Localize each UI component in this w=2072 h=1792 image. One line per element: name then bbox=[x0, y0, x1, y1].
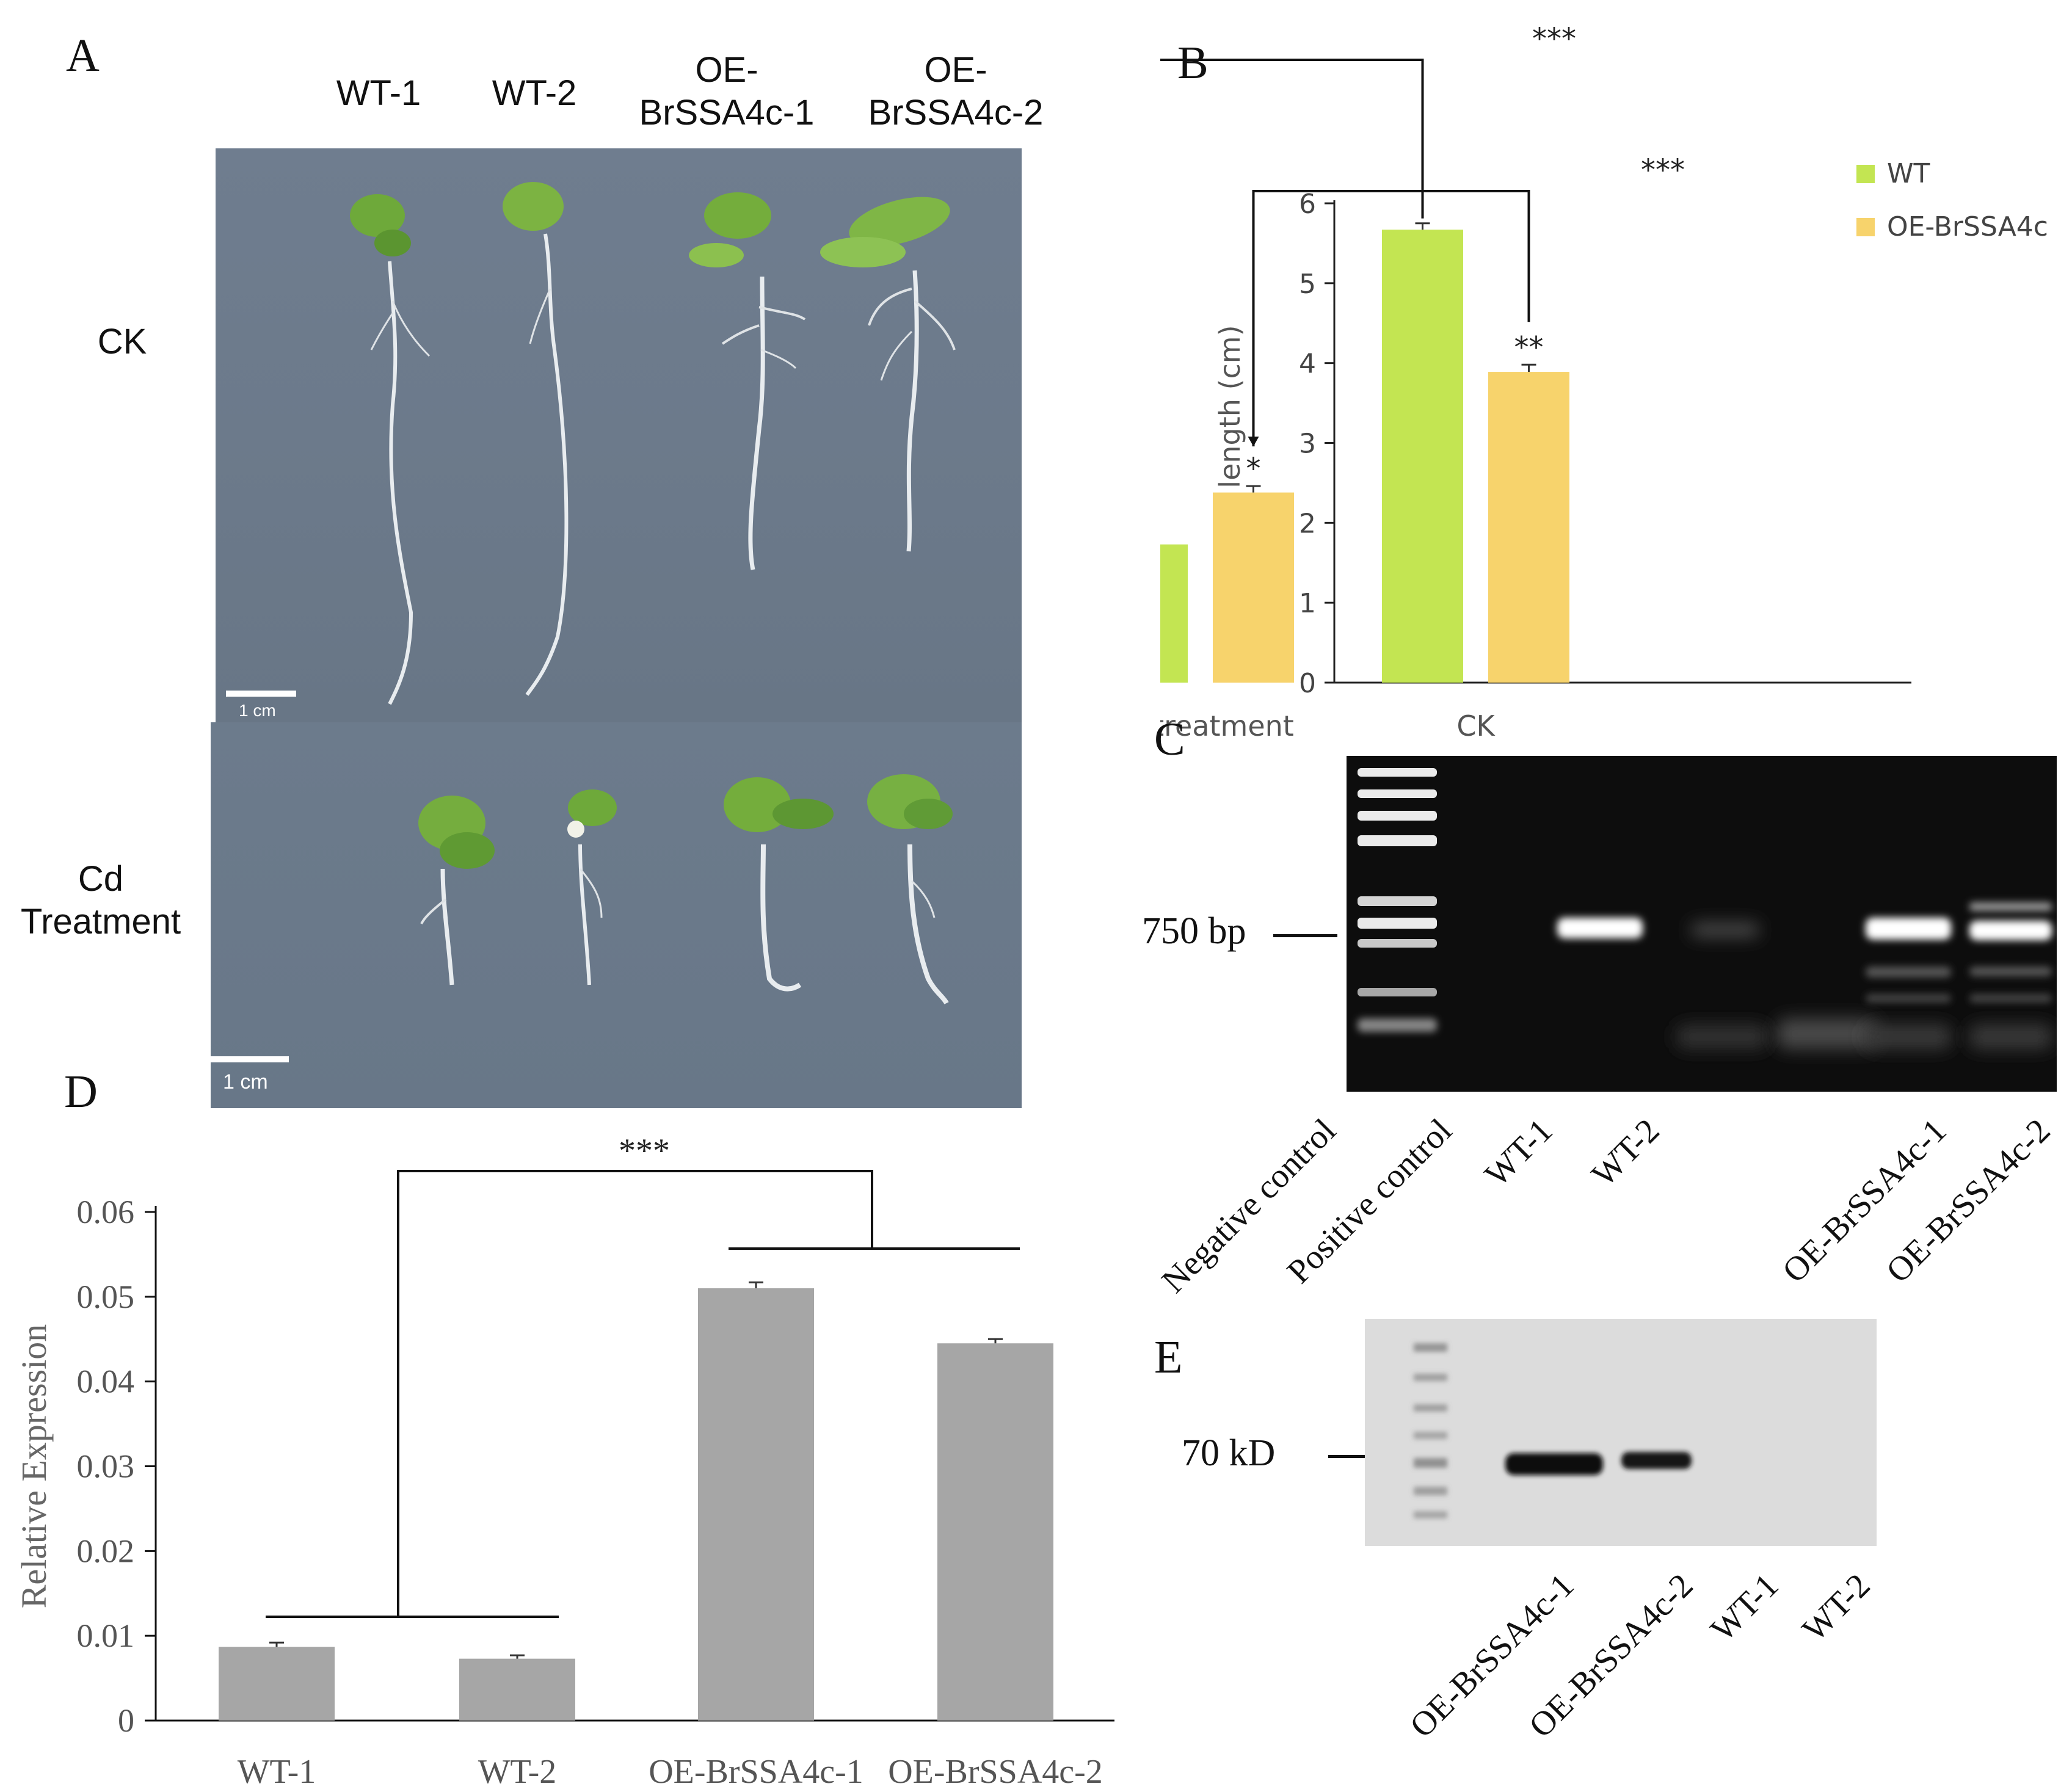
western-ladder bbox=[1414, 1343, 1447, 1518]
y-tick-label: 5 bbox=[1299, 269, 1316, 300]
bar bbox=[459, 1658, 575, 1721]
western-lane-label-wt-1: WT-1 bbox=[1703, 1566, 1786, 1649]
scale-bar-top-label: 1 cm bbox=[239, 701, 276, 720]
y-axis-title: Relative Expression bbox=[14, 1324, 54, 1609]
legend-swatch bbox=[1856, 218, 1875, 236]
x-tick-label: OE-BrSSA4c-1 bbox=[649, 1753, 863, 1791]
panel-c-label: C bbox=[1154, 714, 1185, 765]
scale-bar-bottom-label: 1 cm bbox=[223, 1070, 268, 1094]
seedling-cd-wt-2 bbox=[567, 789, 617, 985]
gel-lane-label-wt-2: WT-2 bbox=[1584, 1111, 1667, 1194]
bar bbox=[1213, 492, 1294, 683]
legend-label: WT bbox=[1887, 158, 1930, 189]
seedling-oe-1 bbox=[689, 192, 806, 570]
y-tick-label: 0.03 bbox=[77, 1448, 135, 1485]
bracket-significance-label: *** bbox=[1641, 153, 1685, 187]
legend-label: OE-BrSSA4c bbox=[1887, 211, 2048, 242]
bar bbox=[219, 1647, 335, 1721]
y-tick-label: 3 bbox=[1299, 429, 1316, 460]
x-tick-label: OE-BrSSA4c-2 bbox=[888, 1753, 1103, 1791]
y-tick-label: 0.01 bbox=[77, 1617, 135, 1654]
pcr-gel-bands bbox=[1358, 768, 2052, 1049]
significance-bracket bbox=[1252, 190, 1530, 447]
significance-bracket bbox=[397, 1170, 873, 1617]
x-tick-label: CK bbox=[1456, 709, 1496, 742]
western-blot-image bbox=[1365, 1319, 1877, 1546]
seedling-photo-cd: 1 cm bbox=[211, 722, 1022, 1108]
seedlings-cd-drawing bbox=[211, 774, 953, 1062]
y-tick-label: 1 bbox=[1299, 588, 1316, 619]
y-tick-label: 0.04 bbox=[77, 1363, 135, 1400]
seedling-wt-2 bbox=[503, 182, 569, 696]
seedling-photo-ck: 1 cm bbox=[216, 148, 1022, 722]
bracket-arrowhead bbox=[1248, 437, 1259, 447]
significance-mark: * bbox=[1246, 452, 1261, 486]
scale-bar-top bbox=[226, 691, 296, 697]
x-tick-label: Cd treatment bbox=[1160, 709, 1294, 742]
panel-b-label: B bbox=[1177, 37, 1209, 89]
bar bbox=[937, 1343, 1053, 1721]
y-tick-label: 0.05 bbox=[77, 1279, 135, 1315]
gel-ladder bbox=[1358, 768, 1437, 1032]
seedling-oe-2 bbox=[820, 197, 956, 552]
row-label-ck: CK bbox=[97, 322, 147, 361]
seedling-cd-oe-2 bbox=[867, 774, 953, 1005]
seedlings-ck-drawing bbox=[226, 182, 956, 705]
y-tick-label: 4 bbox=[1299, 349, 1316, 380]
seedling-cd-oe-1 bbox=[724, 777, 834, 992]
column-label-oe-2: OE- BrSSA4c-2 bbox=[868, 50, 1044, 132]
panel-a-label: A bbox=[66, 30, 100, 81]
x-tick-label: WT-2 bbox=[478, 1753, 557, 1791]
column-label-wt-1: WT-1 bbox=[336, 73, 421, 113]
y-tick-label: 0.06 bbox=[77, 1194, 135, 1230]
pcr-gel-image bbox=[1347, 756, 2057, 1092]
bar bbox=[1488, 372, 1569, 683]
bracket-significance-label: *** bbox=[619, 1132, 670, 1170]
panel-d-label: D bbox=[64, 1066, 98, 1117]
significance-bracket bbox=[1160, 59, 1424, 219]
row-label-cd-treatment: Cd Treatment bbox=[20, 859, 181, 941]
bar bbox=[698, 1288, 814, 1721]
bracket-significance-label: *** bbox=[1532, 22, 1576, 56]
western-marker-70kd-label: 70 kD bbox=[1182, 1432, 1276, 1474]
panel-e-label: E bbox=[1154, 1332, 1183, 1383]
seedling-wt-1 bbox=[350, 194, 431, 705]
significance-mark: ** bbox=[1514, 330, 1544, 365]
western-lane-label-wt-2: WT-2 bbox=[1795, 1566, 1878, 1649]
western-marker-70kd-line bbox=[1328, 1455, 1376, 1458]
gel-marker-750bp-line bbox=[1273, 934, 1337, 937]
gel-lane-label-wt-1: WT-1 bbox=[1477, 1111, 1560, 1194]
y-tick-label: 6 bbox=[1299, 189, 1316, 220]
seedling-cd-wt-1 bbox=[418, 796, 495, 985]
y-tick-label: 2 bbox=[1299, 508, 1316, 539]
scale-bar-bottom bbox=[211, 1056, 289, 1062]
column-label-wt-2: WT-2 bbox=[492, 73, 577, 113]
bar bbox=[1382, 230, 1463, 683]
x-tick-label: WT-1 bbox=[238, 1753, 316, 1791]
y-tick-label: 0 bbox=[118, 1702, 134, 1739]
column-label-oe-1: OE- BrSSA4c-1 bbox=[639, 50, 815, 132]
y-tick-label: 0 bbox=[1299, 668, 1316, 699]
western-blot-bands bbox=[1414, 1343, 1692, 1518]
relative-expression-chart: 0 0.01 0.02 0.03 0.04 0.05 0.06 Relative Expres… bbox=[14, 1132, 1114, 1791]
legend-swatch bbox=[1856, 165, 1875, 183]
y-tick-label: 0.02 bbox=[77, 1533, 135, 1569]
bar bbox=[1160, 544, 1188, 683]
gel-marker-750bp-label: 750 bp bbox=[1142, 910, 1246, 952]
